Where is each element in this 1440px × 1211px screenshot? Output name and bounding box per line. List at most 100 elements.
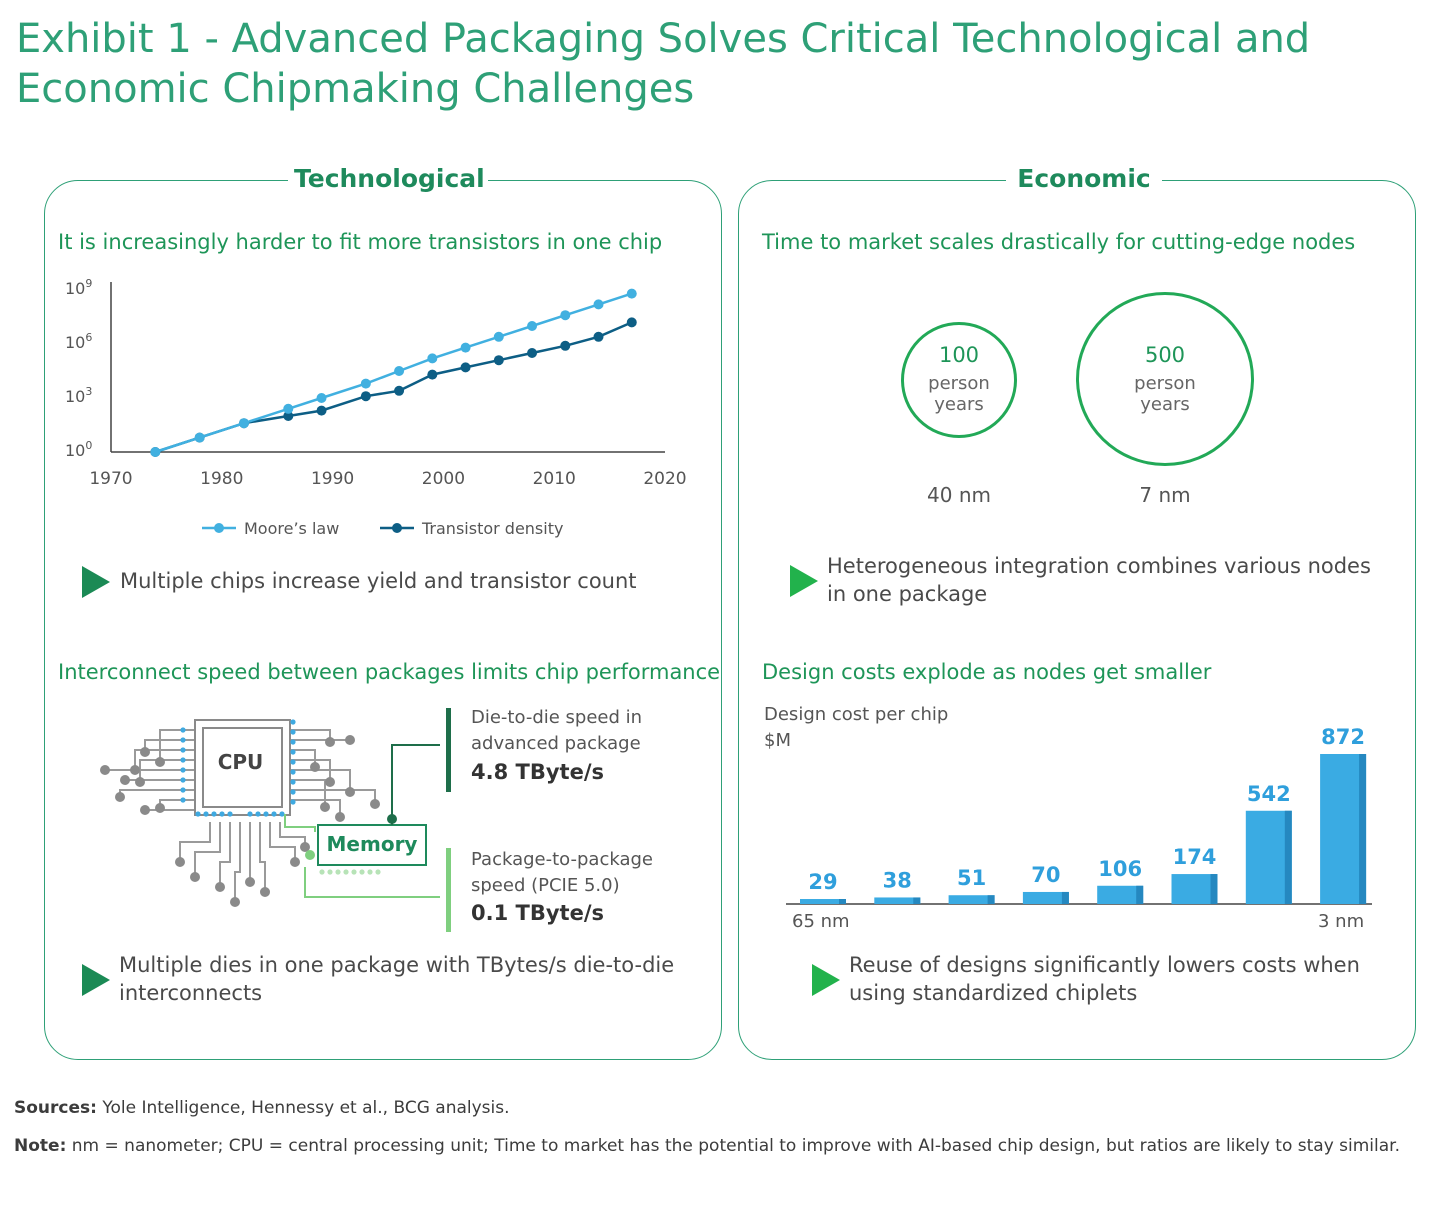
- bar-value-label: 51: [957, 866, 986, 890]
- play-triangle-icon: [82, 964, 110, 996]
- bar-value-label: 542: [1247, 782, 1291, 806]
- note-line: Note: nm = nanometer; CPU = central proc…: [14, 1136, 1400, 1156]
- package-to-package-value: 0.1 TByte/s: [471, 901, 604, 925]
- legend-label: Transistor density: [421, 519, 563, 538]
- sources-line: Sources: Yole Intelligence, Hennessy et …: [14, 1098, 510, 1118]
- data-point: [360, 391, 371, 402]
- package-to-package-bar: [446, 848, 451, 932]
- y-tick-label: 100: [65, 439, 92, 460]
- data-point: [427, 369, 438, 380]
- y-tick-label: 103: [65, 385, 92, 406]
- bar-value-label: 106: [1098, 857, 1142, 881]
- design-cost-title: Design costs explode as nodes get smalle…: [762, 660, 1212, 684]
- x-label-start: 65 nm: [792, 911, 850, 932]
- bar-shade: [1359, 754, 1367, 904]
- page-title: Exhibit 1 - Advanced Packaging Solves Cr…: [16, 16, 1311, 112]
- data-point: [194, 432, 205, 443]
- data-point: [493, 355, 504, 366]
- bar: [1320, 754, 1367, 904]
- data-point: [560, 310, 571, 321]
- series-line-transistor-density: [154, 321, 633, 454]
- data-point: [394, 385, 405, 396]
- die-to-die-value: 4.8 TByte/s: [471, 760, 604, 784]
- economic-heading: Economic: [1006, 164, 1162, 193]
- bar: [1245, 810, 1292, 904]
- transistor-line-chart: 100 103 106 109 1970 1980 1990 2000 2010 2020 Moor…: [65, 277, 687, 538]
- die-to-die-bar: [446, 708, 451, 792]
- technological-heading: Technological: [288, 164, 488, 193]
- data-point: [527, 321, 538, 331]
- bar-shade: [1061, 891, 1069, 904]
- bar-shade: [1210, 874, 1218, 904]
- tech-point-2: Multiple dies in one package with TBytes…: [119, 953, 675, 1005]
- data-point: [593, 331, 604, 342]
- cpu-memory-diagram-icon: [100, 719, 440, 907]
- die-to-die-label: Die-to-die speed in advanced package: [471, 707, 643, 754]
- play-triangle-icon: [790, 565, 818, 597]
- bar-value-label: 38: [883, 868, 912, 892]
- bar-value-label: 70: [1031, 863, 1060, 887]
- bar-shade: [987, 895, 995, 904]
- interconnect-title: Interconnect speed between packages limi…: [58, 660, 721, 684]
- bar-shade: [913, 897, 921, 904]
- circle-40nm: 100 person years: [901, 322, 1017, 438]
- bar: [874, 897, 921, 904]
- bar-value-label: 174: [1173, 845, 1217, 869]
- data-point: [316, 393, 327, 403]
- bar-value-label: 29: [808, 870, 837, 894]
- bar: [948, 895, 995, 904]
- data-point: [150, 447, 161, 457]
- memory-label: Memory: [326, 832, 418, 856]
- data-point: [460, 362, 471, 373]
- x-tick-label: 2000: [422, 469, 465, 489]
- legend-marker: [214, 523, 224, 533]
- legend-label: Moore’s law: [244, 519, 339, 538]
- data-point: [360, 378, 371, 389]
- design-cost-axis-label: Design cost per chip $M: [764, 704, 949, 751]
- bar: [1022, 891, 1069, 904]
- econ-point-2: Reuse of designs significantly lowers co…: [849, 953, 1360, 1005]
- data-point: [238, 418, 249, 429]
- data-point: [394, 366, 405, 376]
- play-triangle-icon: [82, 566, 110, 598]
- time-to-market-title: Time to market scales drastically for cu…: [762, 230, 1356, 254]
- series-line-moores-law: [154, 292, 633, 454]
- x-tick-label: 2020: [643, 469, 686, 489]
- x-tick-label: 1990: [311, 469, 354, 489]
- x-tick-label: 1970: [89, 469, 132, 489]
- bar: [800, 899, 846, 904]
- bar: [1097, 885, 1144, 904]
- data-point: [427, 353, 438, 364]
- data-point: [283, 403, 294, 414]
- data-point: [283, 411, 294, 421]
- data-point: [626, 317, 637, 328]
- x-tick-label: 2010: [533, 469, 576, 489]
- package-to-package-label: Package-to-package speed (PCIE 5.0): [471, 849, 653, 896]
- bar-value-label: 872: [1321, 725, 1365, 749]
- data-point: [527, 348, 538, 358]
- data-point: [316, 405, 327, 416]
- cpu-label: CPU: [217, 750, 264, 774]
- x-label-end: 3 nm: [1318, 911, 1365, 932]
- bar: [1171, 874, 1218, 904]
- y-tick-label: 106: [65, 331, 92, 352]
- y-tick-label: 109: [65, 277, 92, 298]
- data-point: [626, 288, 637, 299]
- bar-shade: [1136, 885, 1144, 904]
- tech-point-1: Multiple chips increase yield and transi…: [120, 569, 637, 593]
- x-tick-label: 1980: [200, 469, 243, 489]
- legend-marker: [392, 523, 402, 533]
- data-point: [493, 331, 504, 342]
- bar-shade: [839, 899, 846, 904]
- econ-point-1: Heterogeneous integration combines vario…: [827, 554, 1371, 606]
- play-triangle-icon: [812, 964, 840, 996]
- data-point: [460, 342, 471, 353]
- design-cost-bar-chart: 29 38 51 70 106 174 542 872: [786, 725, 1372, 905]
- transistor-chart-title: It is increasingly harder to fit more tr…: [58, 230, 663, 254]
- circle-7nm: 500 person years: [1076, 292, 1254, 466]
- bar-shade: [1284, 810, 1292, 904]
- data-point: [560, 340, 571, 351]
- node-40nm: 40 nm: [927, 483, 991, 507]
- node-7nm: 7 nm: [1139, 483, 1191, 507]
- data-point: [593, 299, 604, 310]
